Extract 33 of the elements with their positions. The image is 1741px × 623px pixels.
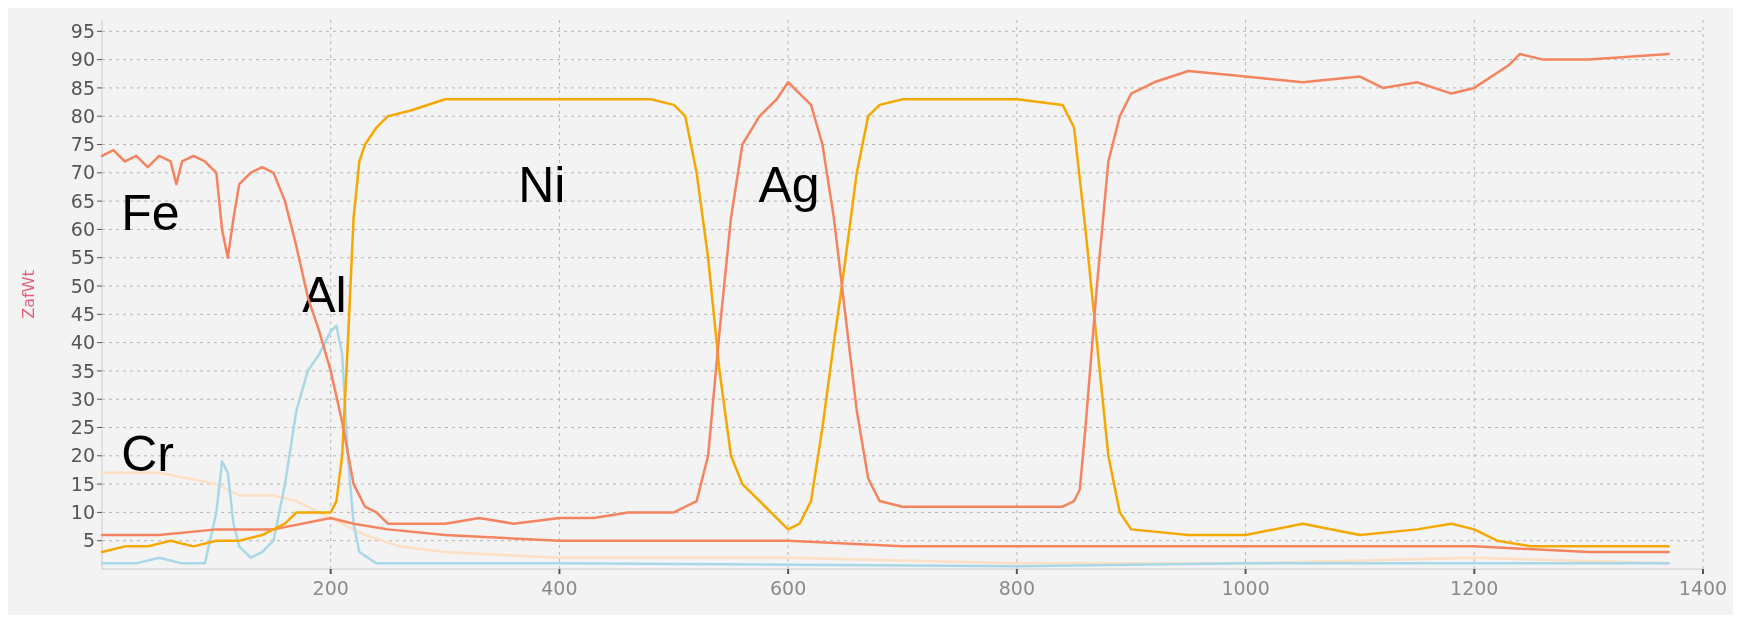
y-tick-label: 50: [70, 274, 95, 297]
x-tick-label: 1400: [1678, 577, 1728, 599]
x-tick-label: 800: [998, 577, 1035, 599]
y-tick-label: 30: [70, 387, 95, 410]
y-tick-label: 95: [70, 19, 95, 42]
annotation: Cr: [121, 426, 174, 483]
x-tick-label: 1200: [1450, 577, 1499, 599]
y-tick-label: 35: [70, 359, 95, 382]
x-tick-label: 400: [541, 577, 578, 599]
y-tick-label: 55: [70, 246, 95, 269]
y-tick-label: 80: [70, 104, 95, 127]
x-tick-label: 600: [770, 577, 807, 599]
annotation: Fe: [121, 184, 180, 241]
line-series: [100, 516, 1670, 554]
y-axis-title: ZafWt: [19, 270, 38, 319]
y-tick-label: 25: [70, 416, 95, 439]
line-series: [100, 324, 1670, 568]
y-tick-label: 40: [70, 331, 95, 354]
y-tick-label: 90: [70, 48, 95, 71]
y-tick-label: 65: [70, 189, 95, 212]
y-tick-label: 45: [70, 302, 95, 325]
x-tick-label: 200: [312, 577, 349, 599]
y-tick-label: 20: [70, 444, 95, 467]
y-tick-label: 75: [70, 133, 95, 156]
y-tick-label: 70: [70, 161, 95, 184]
y-tick-label: 85: [70, 76, 95, 99]
y-tick-label: 5: [82, 529, 95, 552]
annotation: Ni: [518, 157, 566, 214]
y-tick-label: 60: [70, 218, 95, 241]
x-tick-label: 1000: [1221, 577, 1270, 599]
y-tick-label: 10: [70, 501, 95, 524]
annotation: Ag: [758, 157, 820, 214]
y-tick-label: 15: [70, 472, 95, 495]
